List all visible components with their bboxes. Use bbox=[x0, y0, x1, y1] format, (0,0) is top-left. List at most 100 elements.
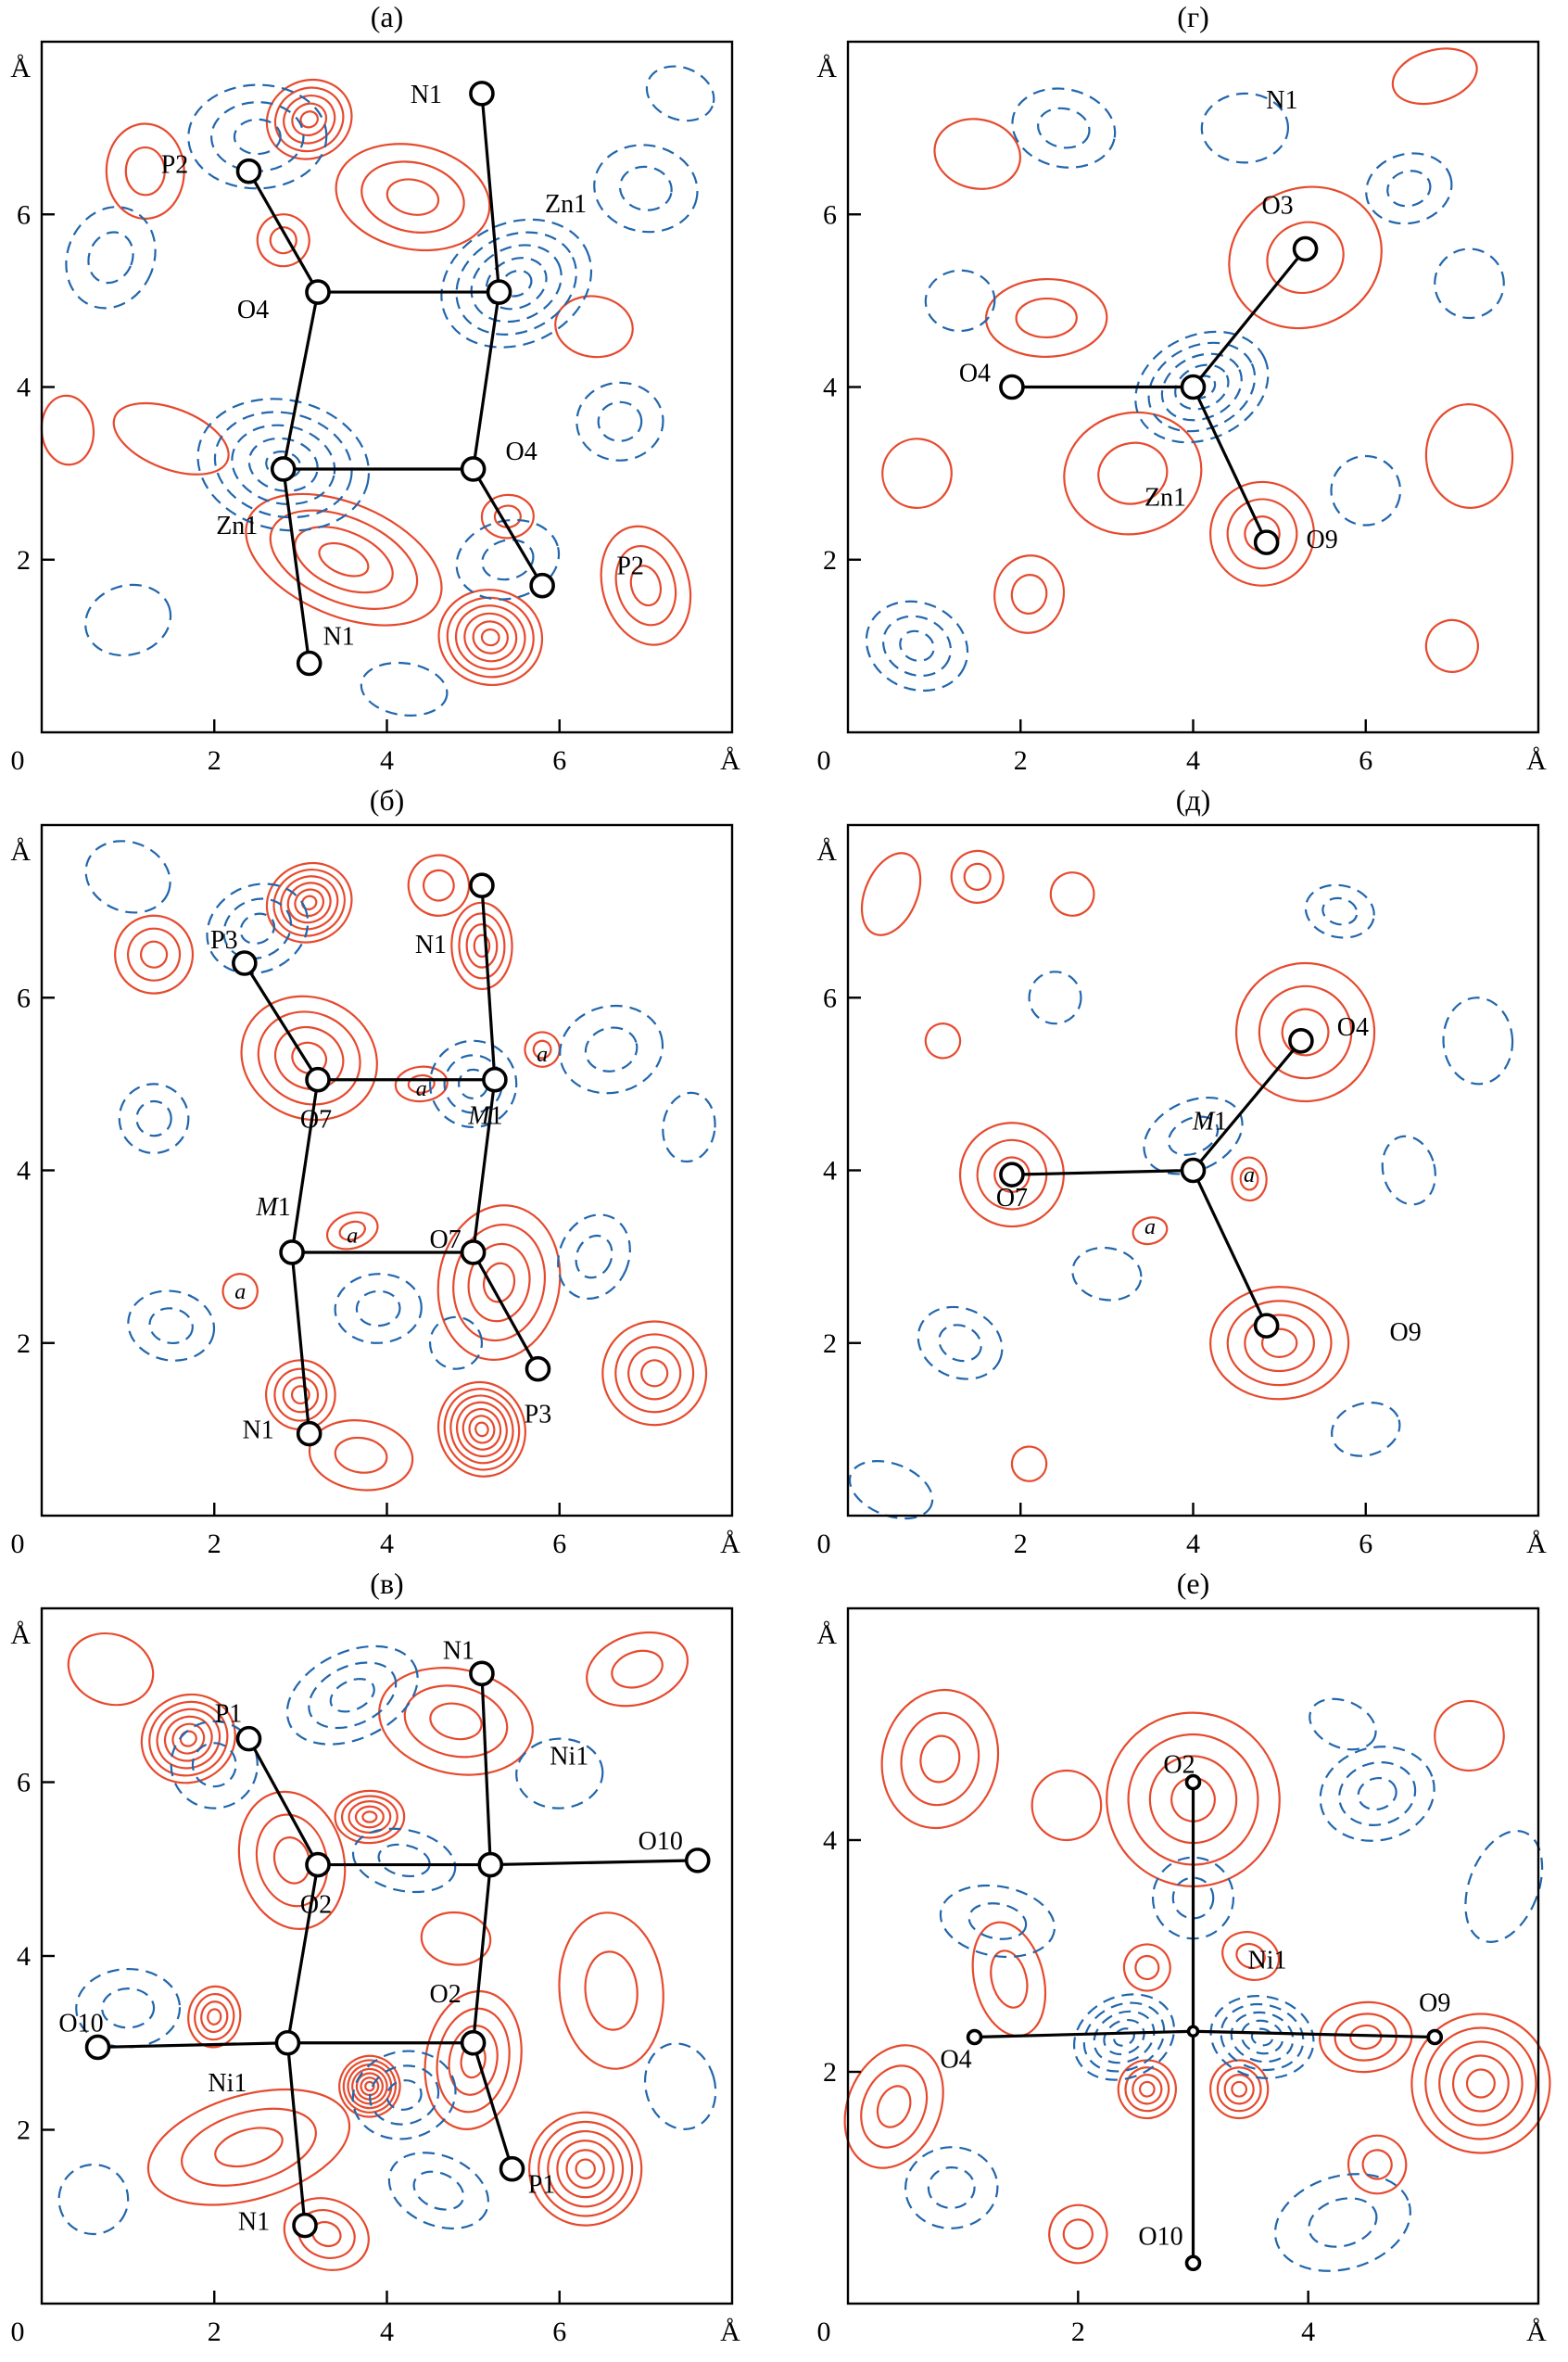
positive-density-peak bbox=[554, 295, 634, 359]
y-tick-label: 6 bbox=[823, 983, 837, 1013]
negative-density-peak-contour bbox=[455, 518, 561, 601]
negative-density-peak bbox=[1209, 1995, 1315, 2079]
negative-density-peak-contour bbox=[1134, 330, 1270, 444]
x-tick-label: 4 bbox=[1301, 2317, 1315, 2347]
negative-density-peak-contour bbox=[329, 1678, 375, 1713]
positive-density-peak-contour bbox=[265, 861, 353, 944]
bond-P2-O4 bbox=[247, 170, 320, 293]
negative-density-peak-contour bbox=[1304, 883, 1375, 939]
positive-density-peak-contour bbox=[334, 1789, 406, 1845]
atom-label: O7 bbox=[300, 1106, 332, 1135]
x-tick-label: 6 bbox=[1359, 745, 1372, 776]
positive-density-peak-contour bbox=[237, 1790, 347, 1930]
atom-label: P3 bbox=[525, 1401, 552, 1429]
negative-density-peak-contour bbox=[206, 883, 310, 975]
positive-density-peak-contour bbox=[360, 2076, 380, 2097]
positive-density-peak-contour bbox=[993, 554, 1066, 634]
negative-density-peak bbox=[575, 381, 664, 462]
x-tick-label: 0 bbox=[817, 1529, 831, 1559]
positive-density-peak-contour bbox=[420, 1911, 492, 1966]
positive-density-peak-contour bbox=[308, 1419, 414, 1492]
negative-density-peak-contour bbox=[351, 2050, 457, 2140]
negative-density-peak-contour bbox=[75, 1967, 182, 2049]
atom-p2 bbox=[235, 158, 262, 184]
y-tick-label: 4 bbox=[17, 373, 31, 403]
positive-density-peak-contour bbox=[1226, 498, 1298, 570]
positive-density-peak bbox=[933, 118, 1021, 190]
positive-density-peak-contour bbox=[480, 628, 500, 647]
x-tick-label: 4 bbox=[380, 2317, 394, 2347]
x-tick-label: Å bbox=[720, 745, 740, 776]
negative-density-peak bbox=[1330, 454, 1402, 527]
positive-density-peak-contour bbox=[614, 544, 677, 627]
negative-density-peak-contour bbox=[118, 1083, 190, 1154]
positive-density-peak-contour bbox=[480, 493, 535, 540]
positive-density-peak-contour bbox=[300, 895, 318, 911]
atom-label: O4 bbox=[1337, 1013, 1369, 1042]
positive-density-peak-contour bbox=[1281, 1008, 1330, 1057]
positive-density-peak bbox=[586, 1631, 689, 1708]
positive-density-peak-contour bbox=[407, 1073, 436, 1094]
x-tick-label: 2 bbox=[208, 2317, 221, 2347]
positive-density-peak-contour bbox=[449, 1394, 514, 1465]
positive-density-peak bbox=[1117, 2059, 1177, 2120]
atom-label: M1 bbox=[1192, 1108, 1227, 1137]
positive-density-peak-contour bbox=[1266, 221, 1345, 295]
negative-density-peak bbox=[593, 144, 699, 234]
atom-label: M1 bbox=[255, 1193, 290, 1222]
positive-density-peak bbox=[1410, 2013, 1551, 2154]
negative-density-peak-contour bbox=[618, 165, 673, 211]
negative-density-peak-contour bbox=[865, 600, 969, 692]
atom-p3 bbox=[232, 950, 258, 976]
atom-label: N1 bbox=[415, 931, 447, 959]
positive-density-peak bbox=[394, 1065, 449, 1103]
x-tick-label: Å bbox=[1526, 1529, 1547, 1559]
positive-density-peak-contour bbox=[214, 2127, 284, 2168]
atom-zn1 bbox=[270, 456, 297, 482]
y-tick-label: 4 bbox=[823, 373, 837, 403]
positive-density-peak-contour bbox=[1106, 1711, 1281, 1887]
atom-label: O3 bbox=[1261, 192, 1293, 221]
x-tick-label: 2 bbox=[1014, 1529, 1028, 1559]
negative-density-peak-contour bbox=[1240, 2019, 1284, 2055]
atom-label: O4 bbox=[506, 438, 537, 466]
positive-density-peak-contour bbox=[269, 509, 419, 610]
negative-density-peak-contour bbox=[1103, 2018, 1145, 2056]
positive-density-peak bbox=[308, 1419, 414, 1492]
positive-density-peak-contour bbox=[1223, 2074, 1255, 2105]
panel-v: (в) 0 2 4 6 Å 2 4 6 Å N1 P1 O2 Ni1 O10 O10 Ni1 O2 P1 N1 bbox=[10, 1567, 740, 2347]
atoms: N1 P3 O7 M1 M1 O7 P3 N1 bbox=[210, 872, 552, 1447]
negative-density-peak bbox=[1442, 997, 1514, 1086]
positive-density-peak bbox=[843, 2044, 944, 2169]
atom-o9 bbox=[1426, 2028, 1444, 2046]
positive-density-peak-contour bbox=[601, 1320, 708, 1427]
peak-marker-label: a bbox=[347, 1224, 358, 1248]
negative-density-peak-contour bbox=[1442, 997, 1514, 1086]
bond-P3-O7 bbox=[243, 962, 320, 1081]
negative-density-peak-contour bbox=[1113, 2027, 1135, 2047]
positive-density-peak-contour bbox=[990, 1949, 1029, 2009]
positive-density-peak-contour bbox=[282, 1376, 320, 1414]
negative-density-peak-contour bbox=[1171, 1876, 1215, 1920]
positive-density-peak-contour bbox=[139, 940, 169, 969]
atom-m1 bbox=[482, 1066, 508, 1093]
negative-density-peak bbox=[84, 840, 171, 914]
positive-density-peak-contour bbox=[524, 1031, 561, 1068]
atom-label: O10 bbox=[639, 1827, 683, 1856]
atom-label: O4 bbox=[940, 2046, 971, 2075]
positive-density-peak-contour bbox=[1434, 1699, 1505, 1772]
atoms: N1 O3 O4 Zn1 O9 bbox=[959, 86, 1338, 555]
positive-density-peak-contour bbox=[1132, 1216, 1169, 1246]
negative-density-peak bbox=[206, 883, 310, 975]
y-tick-label: 6 bbox=[17, 1768, 31, 1798]
negative-density-peak bbox=[285, 1645, 419, 1746]
x-tick-label: 2 bbox=[208, 1529, 221, 1559]
atoms: N1 P1 O2 Ni1 O10 O10 Ni1 O2 P1 N1 bbox=[58, 1636, 711, 2239]
panel-title: (а) bbox=[371, 0, 404, 33]
positive-density-peak bbox=[436, 1204, 562, 1361]
atom-n1 bbox=[469, 1660, 495, 1687]
atom-o4 bbox=[1288, 1028, 1314, 1054]
negative-density-peak-contour bbox=[1037, 107, 1091, 149]
y-tick-label: 4 bbox=[17, 1941, 31, 1972]
positive-density-peak-contour bbox=[273, 1367, 328, 1422]
